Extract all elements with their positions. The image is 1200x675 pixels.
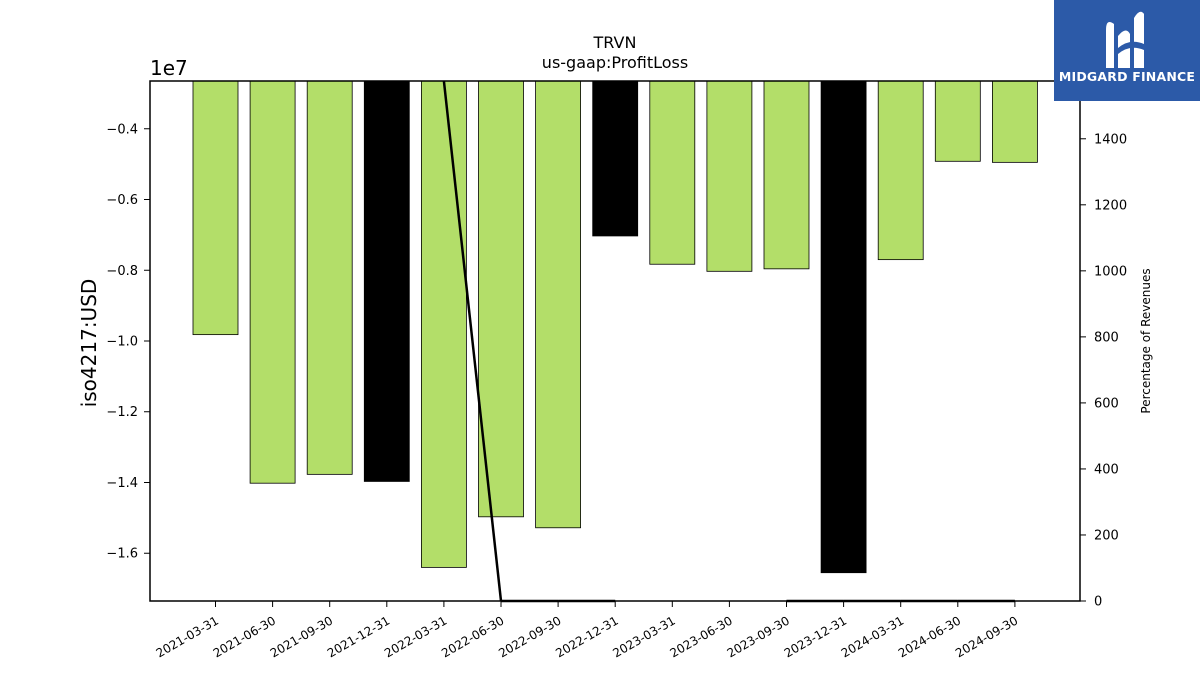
y-tick-label: −1.4 xyxy=(106,476,138,491)
y2-tick-label: 0 xyxy=(1094,595,1102,610)
y-tick-label: −0.4 xyxy=(106,122,138,137)
x-tick-label: 2024-06-30 xyxy=(896,613,963,660)
y2-tick-label: 800 xyxy=(1094,330,1119,345)
y-tick-label: −0.8 xyxy=(106,264,138,279)
bar-2021-03-31 xyxy=(192,80,239,336)
y2-tick-label: 1200 xyxy=(1094,198,1127,213)
bar-2023-09-30 xyxy=(763,80,810,270)
bar-2022-09-30 xyxy=(535,80,581,529)
x-tick-label: 2022-09-30 xyxy=(496,613,563,660)
pct-line-segment xyxy=(442,80,503,602)
x-tick-label: 2024-03-31 xyxy=(839,613,906,660)
y-tick-label: −1.6 xyxy=(106,547,138,562)
bar-2024-06-30 xyxy=(934,80,981,162)
logo-mark-icon xyxy=(1106,11,1144,68)
bar-2022-12-31 xyxy=(592,80,639,237)
logo-text: MIDGARD FINANCE xyxy=(1058,69,1196,84)
x-tick-label: 2023-03-31 xyxy=(610,613,677,660)
bar-2021-06-30 xyxy=(249,80,296,484)
bar-2023-03-31 xyxy=(649,80,696,265)
x-tick-label: 2021-09-30 xyxy=(268,613,335,660)
x-tick-label: 2023-06-30 xyxy=(667,613,734,660)
y2-tick-label: 1000 xyxy=(1094,264,1127,279)
chart-subtitle: us-gaap:ProfitLoss xyxy=(542,53,688,72)
y-axis-label: iso4217:USD xyxy=(77,279,101,408)
y-tick-label: −0.6 xyxy=(106,193,138,208)
bar-2021-12-31 xyxy=(363,80,410,482)
bar-2022-06-30 xyxy=(478,80,524,518)
brand-logo: MIDGARD FINANCE xyxy=(1054,0,1200,101)
chart-title: TRVN xyxy=(593,33,637,52)
x-tick-label: 2022-12-31 xyxy=(553,613,620,660)
x-tick-label: 2021-06-30 xyxy=(211,613,278,660)
y2-tick-label: 600 xyxy=(1094,396,1119,411)
y2-tick-label: 1400 xyxy=(1094,132,1127,147)
bar-2021-09-30 xyxy=(306,80,353,475)
x-tick-label: 2023-12-31 xyxy=(782,613,849,660)
bar-2024-09-30 xyxy=(992,80,1038,163)
x-tick-label: 2022-06-30 xyxy=(439,613,506,660)
y-tick-label: −1.0 xyxy=(106,335,138,350)
x-tick-label: 2024-09-30 xyxy=(953,613,1020,660)
y-tick-label: −1.2 xyxy=(106,405,138,420)
x-tick-label: 2022-03-31 xyxy=(382,613,449,660)
bar-2024-03-31 xyxy=(877,80,924,261)
x-tick-label: 2021-12-31 xyxy=(325,613,392,660)
bar-2023-12-31 xyxy=(820,80,867,574)
y-offset-label: 1e7 xyxy=(150,56,188,80)
bar-2022-03-31 xyxy=(420,80,467,568)
x-tick-label: 2021-03-31 xyxy=(154,613,221,660)
bar-2023-06-30 xyxy=(706,80,753,272)
y2-tick-label: 400 xyxy=(1094,462,1119,477)
x-tick-label: 2023-09-30 xyxy=(725,613,792,660)
y2-axis-label: Percentage of Revenues xyxy=(1139,268,1153,413)
y2-tick-label: 200 xyxy=(1094,528,1119,543)
